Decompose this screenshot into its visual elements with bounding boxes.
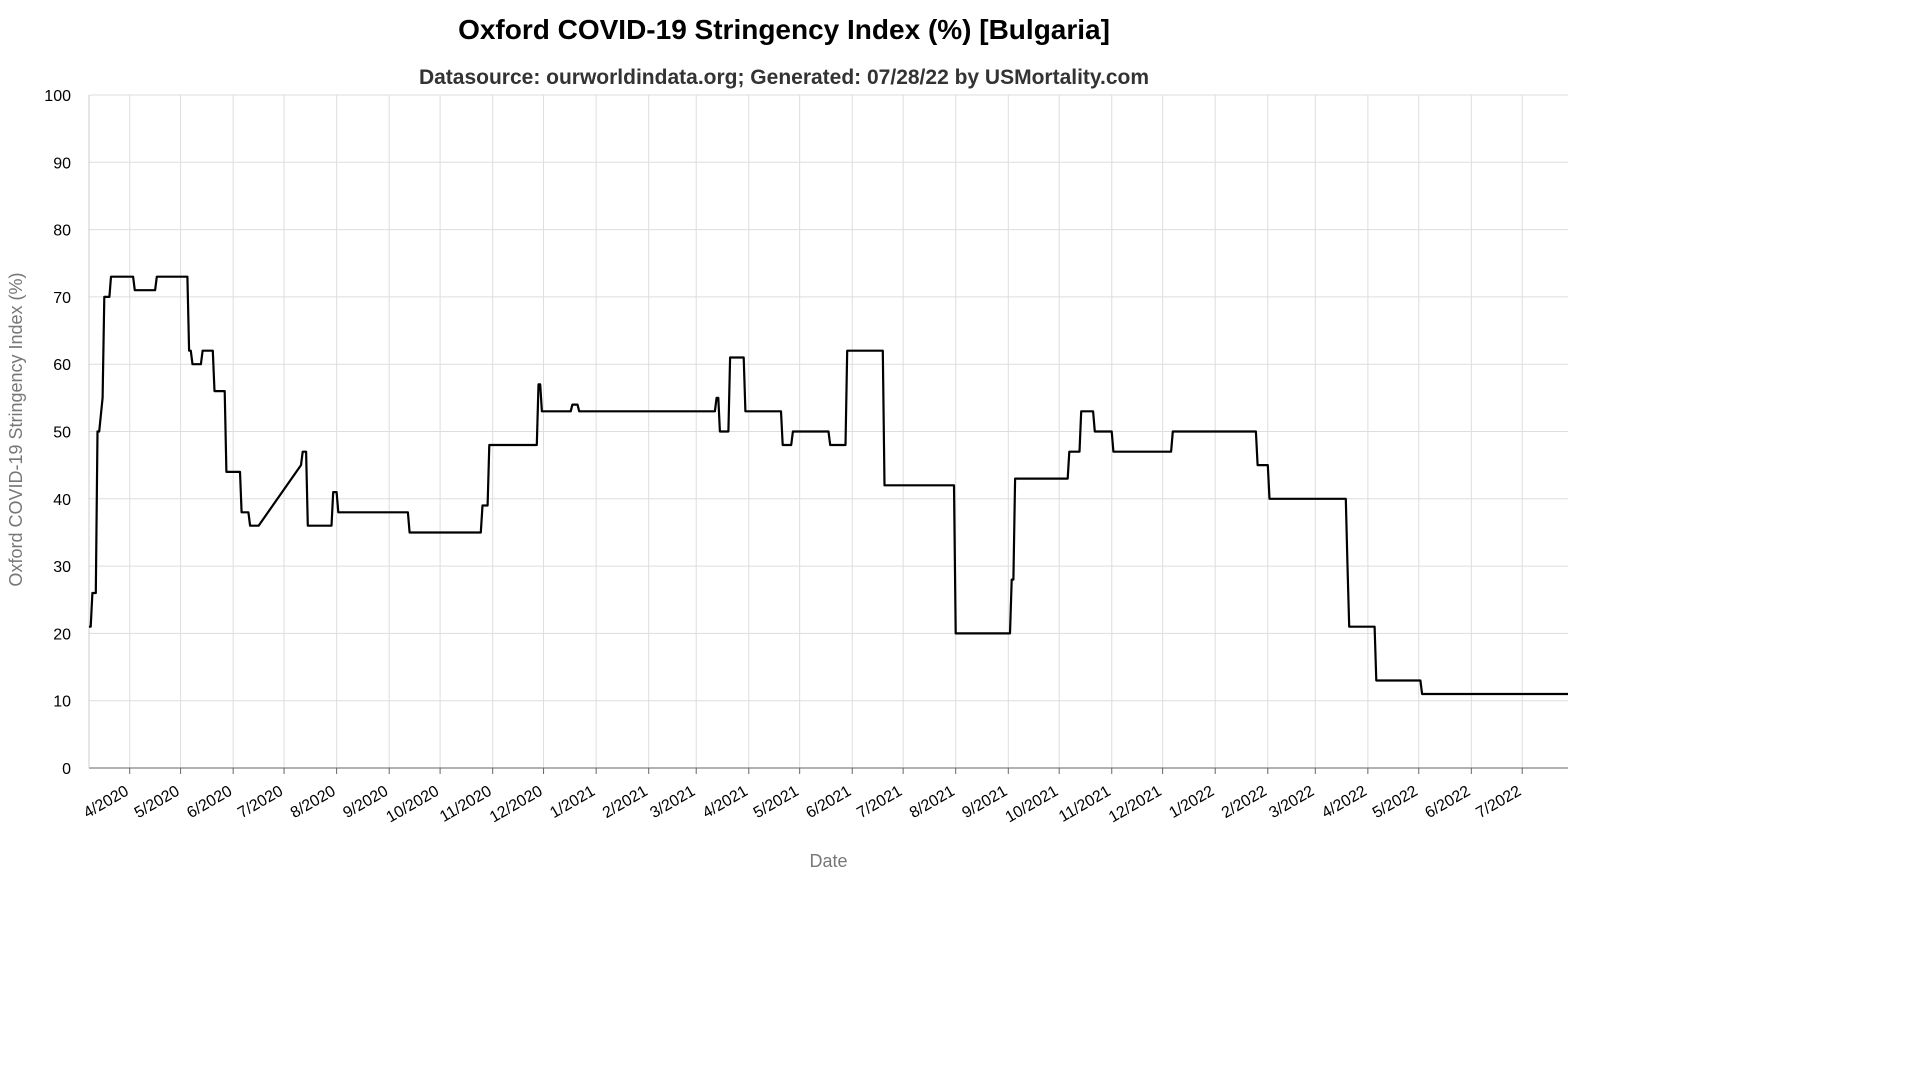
y-tick-label: 100	[44, 88, 71, 105]
x-axis-title: Date	[809, 851, 847, 871]
x-tick-label: 2/2021	[600, 783, 651, 822]
x-tick-label: 6/2022	[1422, 783, 1473, 822]
x-tick-label: 11/2020	[437, 783, 495, 826]
chart-title: Oxford COVID-19 Stringency Index (%) [Bu…	[458, 14, 1110, 45]
x-tick-label: 9/2021	[959, 783, 1010, 822]
y-tick-label: 70	[53, 290, 71, 307]
x-tick-label: 7/2020	[235, 783, 286, 822]
x-tick-label: 5/2021	[751, 783, 802, 822]
x-tick-label: 7/2022	[1473, 783, 1524, 822]
x-tick-label: 4/2022	[1319, 783, 1370, 822]
series-line	[89, 275, 1568, 696]
x-tick-label: 10/2020	[383, 783, 442, 827]
y-tick-label: 30	[53, 559, 71, 576]
x-tick-label: 10/2021	[1003, 783, 1062, 827]
axes	[88, 95, 1568, 769]
x-tick-label: 2/2022	[1219, 783, 1270, 822]
y-tick-label: 80	[53, 223, 71, 240]
y-tick-label: 60	[53, 357, 71, 374]
y-tick-label: 0	[62, 761, 71, 778]
y-tick-label: 10	[53, 694, 71, 711]
x-tick-label: 8/2020	[288, 783, 339, 822]
y-tick-label: 50	[53, 425, 71, 442]
x-tick-label: 9/2020	[340, 783, 391, 822]
y-tick-label: 40	[53, 492, 71, 509]
x-tick-label: 4/2021	[700, 783, 751, 822]
x-tick-label: 8/2021	[907, 783, 958, 822]
x-tick-label: 11/2021	[1056, 783, 1114, 826]
x-tick-label: 1/2022	[1166, 783, 1217, 822]
y-tick-label: 90	[53, 155, 71, 172]
x-tick-label: 5/2022	[1370, 783, 1421, 822]
x-tick-label: 12/2021	[1106, 783, 1165, 827]
x-tick-label: 1/2021	[547, 783, 598, 822]
chart-subtitle: Datasource: ourworldindata.org; Generate…	[418, 66, 1150, 89]
x-tick-label: 12/2020	[487, 783, 546, 827]
y-axis-title: Oxford COVID-19 Stringency Index (%)	[6, 272, 26, 586]
x-tick-label: 7/2021	[854, 783, 905, 822]
x-tick-labels: 4/2020 5/2020 6/2020 7/2020 8/2020 9/202010/2…	[81, 768, 1524, 826]
y-tick-label: 20	[53, 626, 71, 643]
x-tick-label: 4/2020	[81, 783, 132, 822]
x-tick-label: 6/2021	[803, 783, 854, 822]
y-tick-labels: 0 10 20 30 40 50 60 70 80 90 100	[44, 88, 71, 778]
x-tick-label: 6/2020	[184, 783, 235, 822]
x-tick-label: 3/2021	[647, 783, 698, 822]
x-tick-label: 3/2022	[1266, 783, 1317, 822]
x-tick-label: 5/2020	[132, 783, 183, 822]
